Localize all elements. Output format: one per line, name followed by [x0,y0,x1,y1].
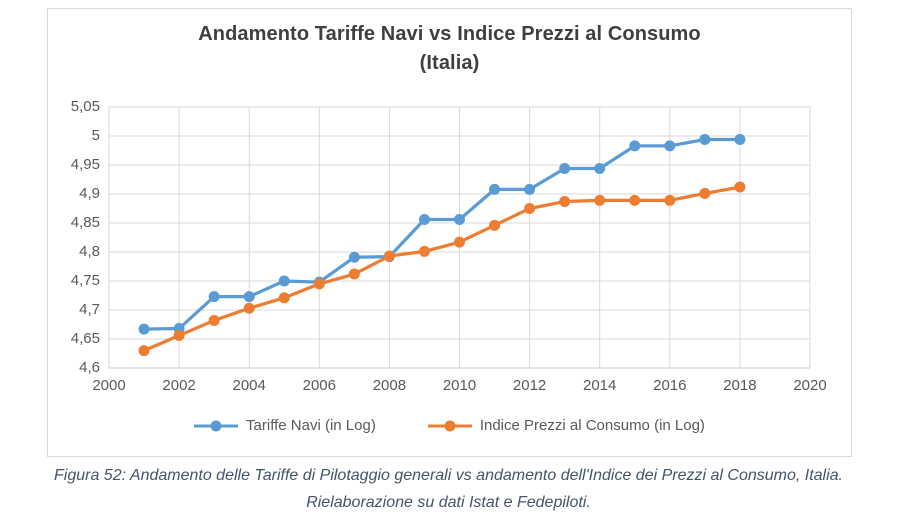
figure-caption-line-1: Figura 52: Andamento delle Tariffe di Pi… [54,467,843,484]
x-tick-label: 2012 [512,377,547,394]
y-tick-label: 4,85 [70,214,100,231]
data-point-marker [664,194,676,206]
data-point-marker [348,251,360,263]
legend-marker-tariffe-navi-icon [194,420,239,431]
x-tick-label: 2000 [92,377,126,394]
data-point-marker [559,162,571,174]
legend-label-tariffe-navi: Tariffe Navi (in Log) [246,417,376,434]
data-point-marker [348,268,360,280]
chart-title-line-2: (Italia) [419,52,480,74]
figure-caption: Figura 52: Andamento delle Tariffe di Pi… [0,462,897,516]
data-point-marker [418,214,430,226]
y-tick-label: 4,75 [70,272,100,289]
chart-title-line-1: Andamento Tariffe Navi vs Indice Prezzi … [198,23,701,45]
data-point-marker [559,196,571,208]
data-point-marker [454,236,465,248]
data-point-marker [243,291,255,303]
data-point-marker [524,203,536,214]
data-point-marker [418,245,430,257]
data-point-marker [278,292,290,304]
y-tick-label: 4,8 [79,243,100,260]
chart-container: Andamento Tariffe Navi vs Indice Prezzi … [47,8,852,457]
x-tick-label: 2014 [583,377,617,394]
data-point-marker [208,291,220,303]
data-point-marker [664,140,676,152]
line-chart [108,106,811,369]
y-tick-label: 4,7 [79,301,100,318]
legend-item-tariffe-navi: Tariffe Navi (in Log) [194,417,376,434]
x-tick-label: 2004 [232,377,266,394]
y-tick-label: 4,9 [79,185,100,202]
data-point-marker [524,183,536,195]
x-tick-label: 2010 [442,377,477,394]
y-tick-label: 5,05 [70,98,100,115]
data-point-marker [454,214,465,226]
legend-item-indice-prezzi: Indice Prezzi al Consumo (in Log) [427,417,705,434]
y-tick-label: 4,65 [70,330,100,347]
data-point-marker [734,181,746,193]
data-point-marker [629,194,641,206]
x-tick-label: 2016 [653,377,687,394]
x-tick-label: 2018 [723,377,757,394]
figure-caption-line-2: Rielaborazione su dati Istat e Fedepilot… [306,494,591,511]
data-point-marker [383,250,395,262]
x-tick-label: 2006 [302,377,336,394]
chart-title: Andamento Tariffe Navi vs Indice Prezzi … [48,20,851,78]
data-point-marker [243,302,255,314]
y-tick-label: 4,95 [70,156,100,173]
x-tick-label: 2020 [793,377,827,394]
series-line-0 [142,137,742,331]
y-tick-label: 4,6 [79,359,100,376]
data-point-marker [208,314,220,326]
data-point-marker [138,323,150,335]
data-point-marker [173,330,185,342]
data-point-marker [594,194,606,206]
data-point-marker [734,133,746,145]
data-point-marker [138,345,150,357]
x-tick-label: 2008 [372,377,407,394]
data-point-marker [489,219,501,231]
data-point-marker [699,187,711,199]
y-tick-label: 5 [91,127,100,144]
legend: Tariffe Navi (in Log) Indice Prezzi al C… [48,417,851,434]
data-point-marker [313,278,325,290]
legend-label-indice-prezzi: Indice Prezzi al Consumo (in Log) [479,417,705,434]
data-point-marker [699,133,711,145]
data-point-marker [594,162,606,174]
data-point-marker [278,275,290,287]
legend-marker-indice-prezzi-icon [427,420,472,431]
data-point-marker [489,183,501,195]
plot-area: 4,6 4,65 4,7 4,75 4,8 4,85 4,9 4,95 5 5,05 2000 20… [48,9,851,456]
series-line-1 [142,185,742,353]
x-tick-label: 2002 [162,377,196,394]
data-point-marker [629,140,641,152]
